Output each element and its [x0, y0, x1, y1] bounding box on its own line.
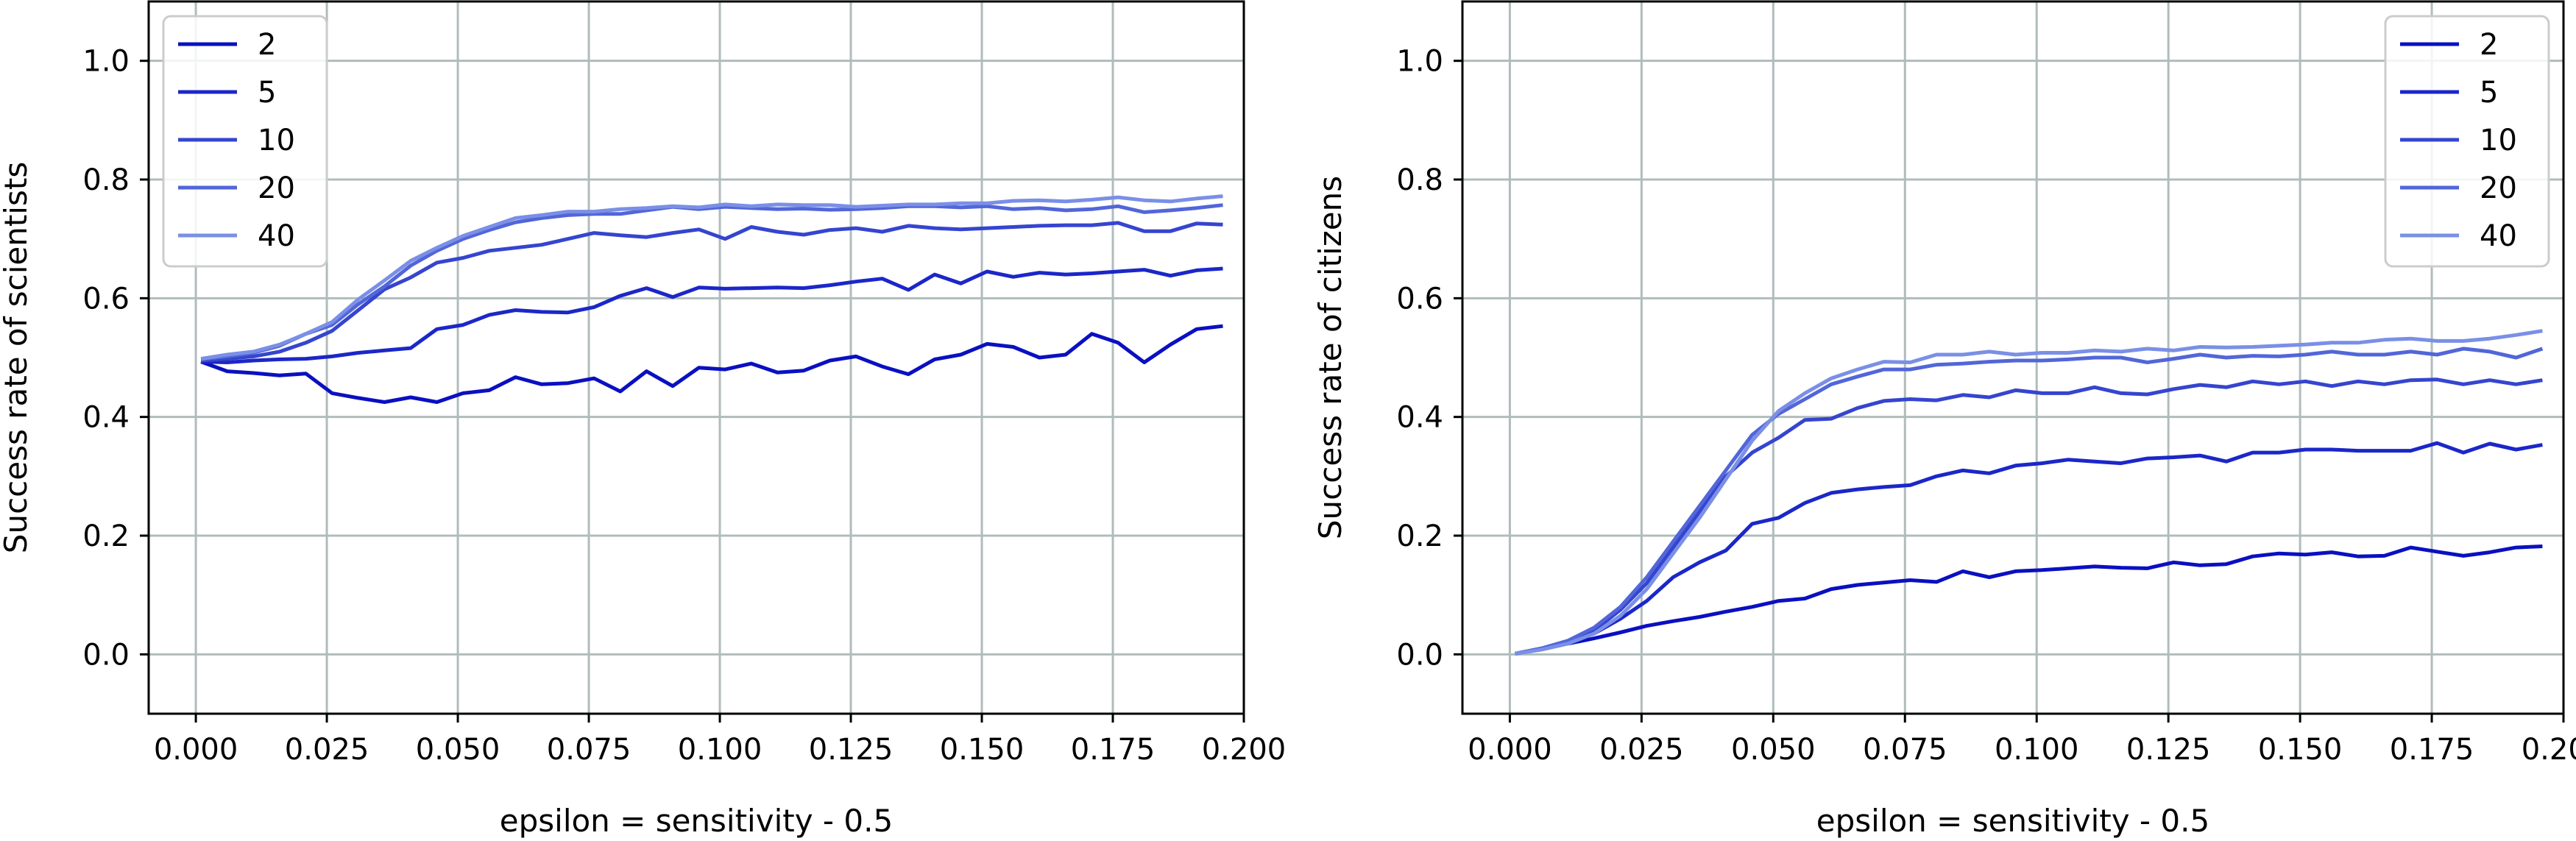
x-tick-label: 0.050: [416, 733, 500, 767]
legend-label-5: 5: [2480, 76, 2498, 110]
y-axis-label: Success rate of citizens: [1312, 176, 1348, 539]
series-line-40: [1515, 329, 2543, 656]
x-tick-label: 0.075: [1863, 733, 1947, 767]
x-tick-label: 0.100: [678, 733, 762, 767]
legend-label-20: 20: [2480, 171, 2517, 205]
legend-label-40: 40: [2480, 219, 2517, 253]
y-tick-label: 0.0: [82, 638, 130, 672]
x-tick-label: 0.100: [1995, 733, 2079, 767]
chart-panel-1: 0.000 0.025 0.050 0.075 0.100 0.125 0.150 0.175…: [0, 0, 1287, 839]
chart-panel-2: 0.000 0.025 0.050 0.075 0.100 0.125 0.150 0.175…: [1312, 0, 2576, 839]
y-tick-label: 0.6: [82, 282, 130, 316]
y-tick-label: 0.8: [82, 163, 130, 197]
series-line-2: [200, 324, 1223, 404]
legend-label-20: 20: [258, 171, 295, 205]
x-tick-label: 0.050: [1731, 733, 1816, 767]
x-tick-label: 0.000: [1468, 733, 1552, 767]
y-tick-label: 1.0: [1396, 45, 1443, 79]
series-line-20: [1515, 347, 2544, 656]
legend-label-10: 10: [258, 124, 295, 157]
x-tick-label: 0.150: [940, 733, 1025, 767]
y-tick-label: 0.2: [82, 519, 130, 553]
legend: 2 5 10 20 40: [2384, 15, 2550, 268]
y-tick-label: 0.4: [82, 401, 130, 435]
x-tick-label: 0.125: [2126, 733, 2211, 767]
x-tick-label: 0.025: [1599, 733, 1684, 767]
legend-box: [162, 15, 328, 268]
x-tick-label: 0.000: [154, 733, 238, 767]
y-tick-label: 0.6: [1396, 282, 1443, 316]
series-line-10: [1515, 377, 2543, 656]
y-tick-label: 1.0: [82, 45, 130, 79]
legend-label-40: 40: [258, 219, 295, 253]
x-tick-label: 0.175: [2390, 733, 2474, 767]
series-line-5: [1515, 441, 2543, 656]
x-tick-label: 0.025: [285, 733, 369, 767]
series-line-2: [1515, 544, 2543, 656]
legend-box: [2384, 15, 2550, 268]
y-axis-label: Success rate of scientists: [0, 162, 34, 553]
y-tick-label: 0.8: [1396, 163, 1443, 197]
x-axis-label: epsilon = sensitivity - 0.5: [1816, 803, 2209, 839]
y-tick-label: 0.0: [1396, 638, 1443, 672]
series-line-5: [201, 266, 1223, 364]
y-tick-label: 0.4: [1396, 401, 1443, 435]
legend-label-2: 2: [258, 28, 276, 62]
legend-label-5: 5: [258, 76, 276, 110]
series-line-40: [200, 194, 1223, 361]
legend-label-10: 10: [2480, 124, 2517, 157]
x-tick-label: 0.175: [1071, 733, 1156, 767]
x-tick-label: 0.075: [547, 733, 631, 767]
x-axis-label: epsilon = sensitivity - 0.5: [500, 803, 893, 839]
x-tick-label: 0.200: [2522, 733, 2576, 767]
series-line-10: [201, 221, 1223, 363]
x-tick-label: 0.200: [1202, 733, 1287, 767]
axes-frame: [147, 0, 1245, 715]
y-tick-label: 0.2: [1396, 519, 1443, 553]
legend-label-2: 2: [2480, 28, 2498, 62]
x-tick-label: 0.125: [809, 733, 894, 767]
x-tick-label: 0.150: [2258, 733, 2343, 767]
series-line-20: [200, 203, 1223, 361]
axes-frame: [1461, 0, 2565, 715]
legend: 2 5 10 20 40: [162, 15, 328, 268]
